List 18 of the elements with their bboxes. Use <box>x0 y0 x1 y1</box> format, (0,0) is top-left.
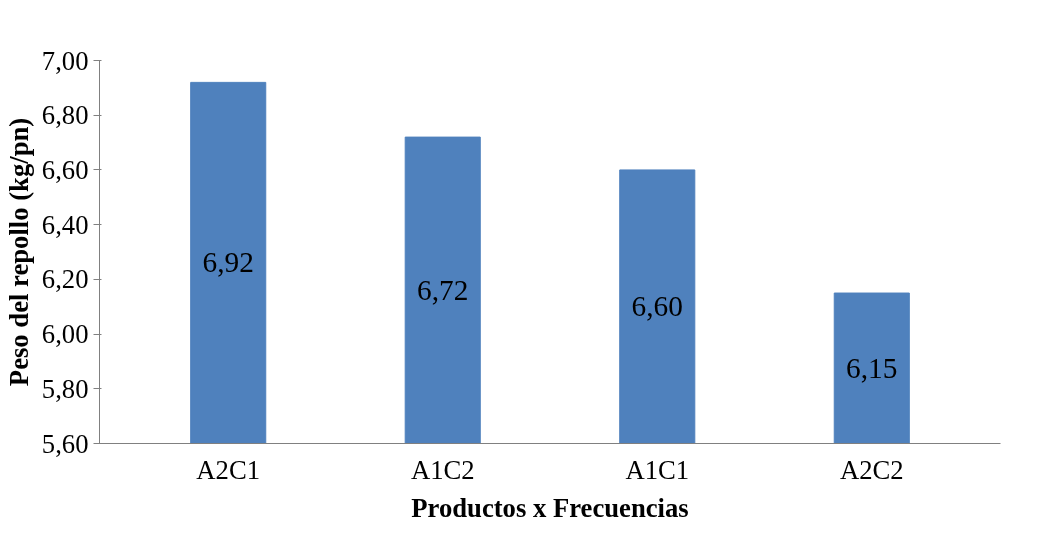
x-axis-title: Productos x Frecuencias <box>411 492 689 523</box>
data-label: 6,72 <box>417 273 469 306</box>
x-tick-label: A2C2 <box>839 454 904 485</box>
y-tick-label: 6,60 <box>41 154 89 185</box>
data-label: 6,60 <box>631 290 683 323</box>
y-tick-label: 5,60 <box>41 428 89 459</box>
x-tick-label: A1C1 <box>625 454 690 485</box>
y-tick-label: 5,80 <box>41 373 89 404</box>
x-tick-label: A2C1 <box>196 454 261 485</box>
y-tick-label: 6,00 <box>41 319 89 350</box>
y-axis-title: Peso del repollo (kg/pn) <box>3 117 34 387</box>
y-tick-label: 7,00 <box>41 45 89 76</box>
x-tick-label: A1C2 <box>410 454 475 485</box>
data-label: 6,15 <box>846 351 898 384</box>
y-tick-label: 6,20 <box>41 264 89 295</box>
data-label: 6,92 <box>202 246 254 279</box>
y-tick-label: 6,40 <box>41 209 89 240</box>
y-tick-label: 6,80 <box>41 100 89 131</box>
